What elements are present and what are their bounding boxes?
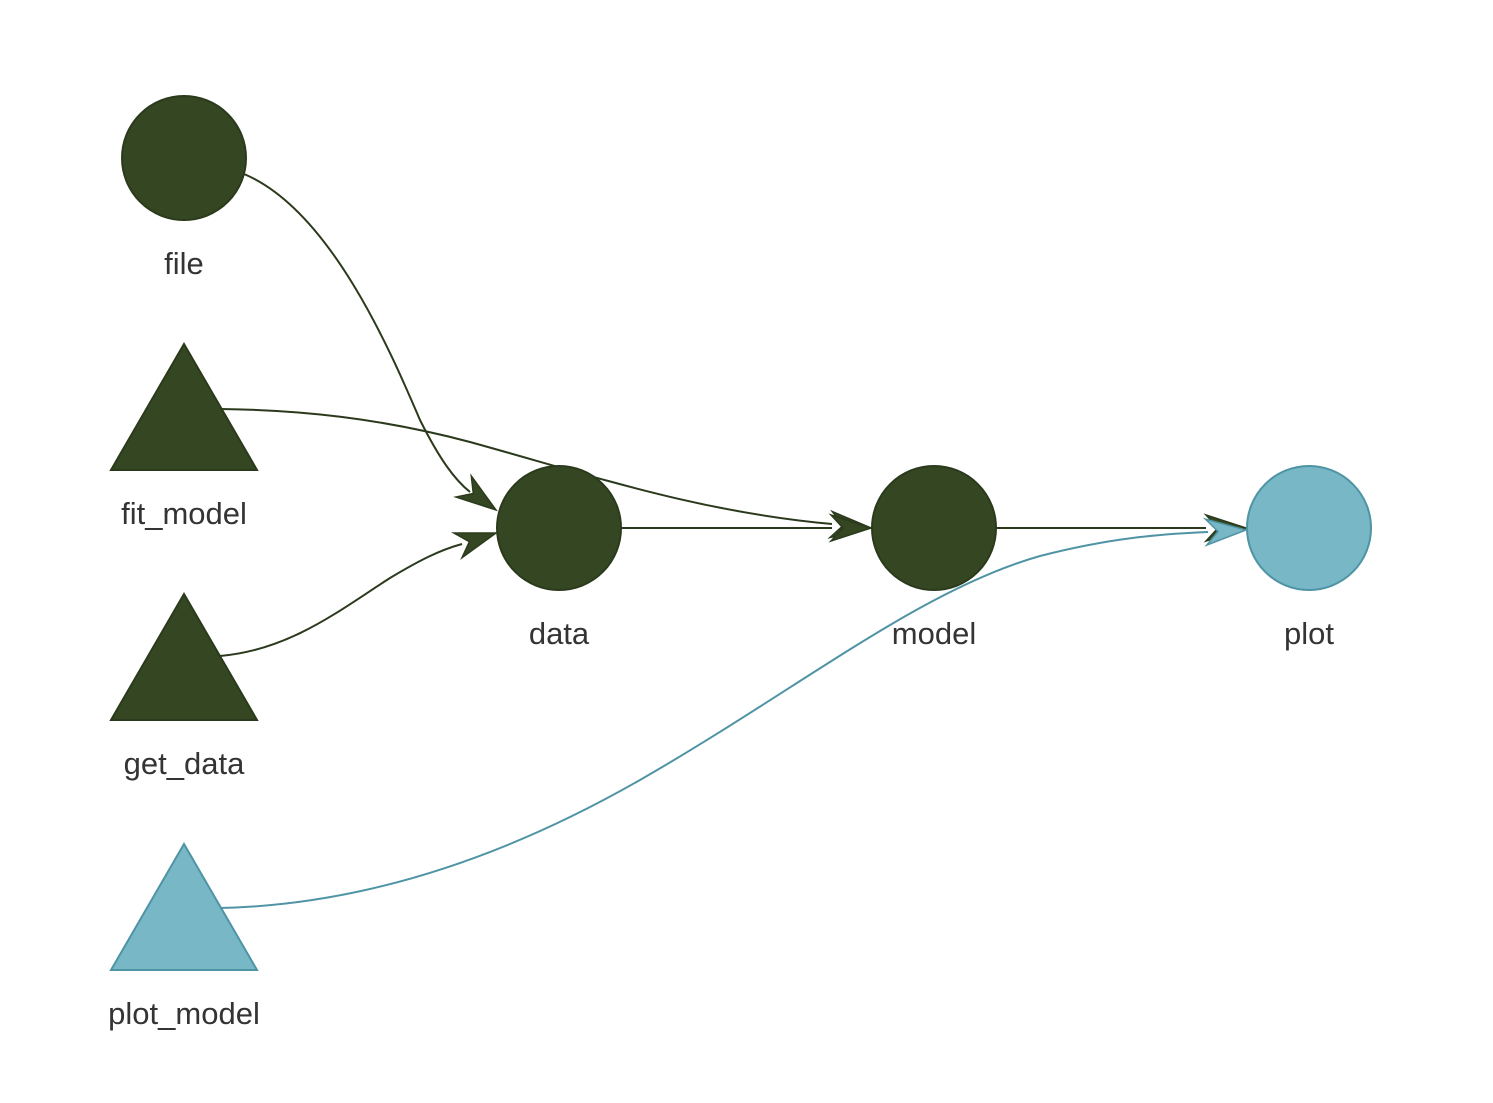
node-fit-model[interactable]: fit_model <box>109 342 259 531</box>
edge-data-to-model <box>621 513 874 543</box>
circle-node-shape <box>871 465 997 591</box>
node-plot-model[interactable]: plot_model <box>108 842 260 1031</box>
edge-get_data-to-data <box>219 532 499 657</box>
node-plot[interactable]: plot <box>1246 465 1372 651</box>
triangle-node-shape <box>109 592 259 721</box>
edge-model-to-plot <box>996 513 1249 543</box>
edges-layer <box>219 173 1249 909</box>
node-label: fit_model <box>121 496 247 531</box>
circle-node-shape <box>496 465 622 591</box>
node-label: file <box>164 246 204 281</box>
nodes-layer: file fit_model get_data plot_model data model… <box>108 95 1372 1031</box>
edge-line <box>219 531 1209 909</box>
triangle-node-shape <box>109 342 259 471</box>
arrowhead <box>453 473 498 512</box>
edge-line <box>219 408 833 525</box>
edge-line <box>243 173 471 493</box>
edge-line <box>219 543 463 657</box>
node-data[interactable]: data <box>496 465 622 651</box>
arrowhead <box>828 513 874 543</box>
node-label: model <box>892 616 976 651</box>
node-label: get_data <box>124 746 245 781</box>
arrowhead <box>1202 517 1249 547</box>
node-model[interactable]: model <box>871 465 997 651</box>
node-label: plot <box>1284 616 1334 651</box>
edge-file-to-data <box>243 173 498 512</box>
node-label: data <box>529 616 590 651</box>
triangle-node-shape <box>109 842 259 971</box>
circle-node-shape <box>121 95 247 221</box>
circle-node-shape <box>1246 465 1372 591</box>
edge-plot_model-to-plot <box>219 517 1249 909</box>
arrowhead <box>451 532 499 561</box>
node-label: plot_model <box>108 996 260 1031</box>
node-get-data[interactable]: get_data <box>109 592 259 781</box>
node-file[interactable]: file <box>121 95 247 281</box>
